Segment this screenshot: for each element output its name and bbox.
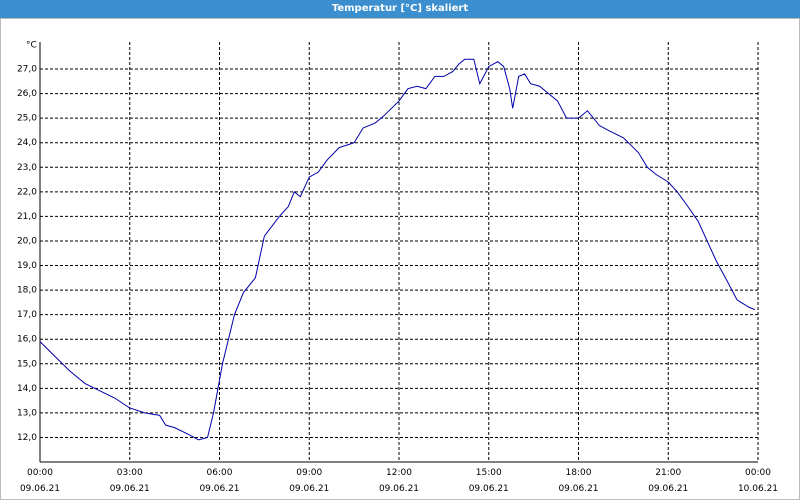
y-tick-label: 19,0 (17, 261, 37, 271)
y-tick-label: 16,0 (17, 335, 37, 345)
y-tick-label: 15,0 (17, 359, 37, 369)
y-axis-label: °C (26, 41, 37, 51)
frame (0, 18, 800, 500)
x-tick-label: 12:00 09.06.21 (378, 468, 420, 494)
y-tick-label: 21,0 (17, 212, 37, 222)
x-tick-label: 15:00 09.06.21 (468, 468, 509, 494)
temperature-line (39, 58, 756, 441)
y-tick-label: 24,0 (17, 138, 37, 148)
y-tick-label: 27,0 (17, 65, 37, 75)
y-tick-label: 26,0 (17, 89, 37, 99)
y-tick-label: 20,0 (17, 236, 37, 246)
title-bar: Temperatur [°C] skaliert (0, 0, 800, 18)
x-tick-label: 09:00 09.06.21 (289, 468, 330, 494)
x-tick-label: 18:00 09.06.21 (558, 468, 599, 494)
y-tick-label: 17,0 (17, 310, 37, 320)
x-tick-label: 00:00 10.06.21 (737, 468, 779, 494)
x-tick-label: 21:00 09.06.21 (648, 468, 689, 494)
y-tick-label: 13,0 (17, 408, 37, 418)
y-tick-label: 22,0 (17, 187, 37, 197)
y-tick-label: 25,0 (17, 114, 37, 124)
y-tick-label: 12,0 (17, 433, 37, 443)
x-tick-label: 00:00 09.06.21 (19, 468, 61, 494)
x-tick-label: 03:00 09.06.21 (109, 468, 150, 494)
y-tick-label: 23,0 (17, 163, 37, 173)
x-tick-label: 06:00 09.06.21 (199, 468, 240, 494)
y-tick-label: 14,0 (17, 384, 37, 394)
y-tick-label: 18,0 (17, 286, 37, 296)
